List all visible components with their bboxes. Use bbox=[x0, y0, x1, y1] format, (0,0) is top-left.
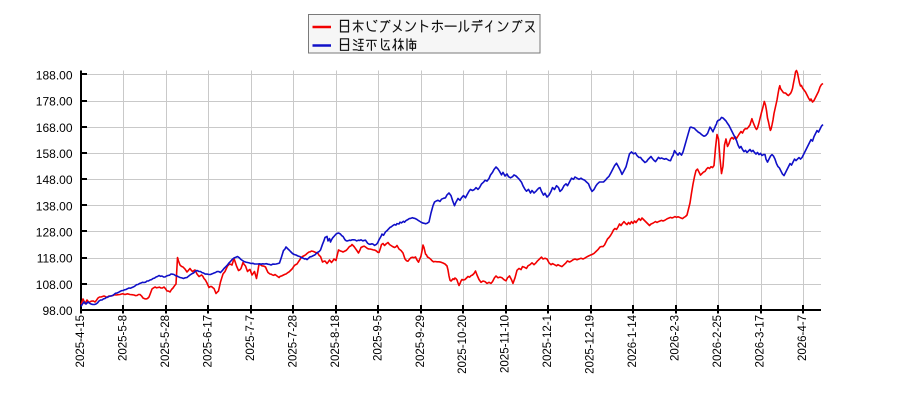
svg-text:2025-9-29: 2025-9-29 bbox=[415, 315, 427, 367]
svg-text:2025-12-19: 2025-12-19 bbox=[585, 315, 597, 374]
svg-text:2025-6-17: 2025-6-17 bbox=[202, 315, 214, 367]
svg-text:108.00: 108.00 bbox=[36, 278, 73, 292]
svg-text:2025-5-28: 2025-5-28 bbox=[160, 315, 172, 367]
svg-text:2026-4-7: 2026-4-7 bbox=[797, 315, 809, 361]
svg-text:138.00: 138.00 bbox=[36, 199, 73, 213]
svg-text:2025-8-18: 2025-8-18 bbox=[330, 315, 342, 367]
svg-text:2025-9-5: 2025-9-5 bbox=[372, 315, 384, 361]
svg-text:2025-4-15: 2025-4-15 bbox=[75, 315, 87, 367]
svg-text:2026-2-25: 2026-2-25 bbox=[712, 315, 724, 367]
svg-text:2025-7-28: 2025-7-28 bbox=[287, 315, 299, 367]
svg-text:2025-5-8: 2025-5-8 bbox=[118, 315, 130, 361]
svg-text:2026-2-3: 2026-2-3 bbox=[670, 315, 682, 361]
svg-text:168.00: 168.00 bbox=[36, 121, 73, 135]
svg-text:158.00: 158.00 bbox=[36, 147, 73, 161]
svg-text:2025-11-10: 2025-11-10 bbox=[500, 315, 512, 373]
svg-text:188.00: 188.00 bbox=[36, 68, 73, 82]
svg-text:2026-3-17: 2026-3-17 bbox=[755, 315, 767, 367]
svg-text:98.00: 98.00 bbox=[42, 304, 72, 318]
svg-text:2025-12-1: 2025-12-1 bbox=[542, 315, 554, 367]
svg-text:118.00: 118.00 bbox=[37, 252, 73, 266]
svg-text:128.00: 128.00 bbox=[36, 226, 73, 240]
svg-text:2025-10-20: 2025-10-20 bbox=[457, 315, 469, 374]
svg-text:2025-7-7: 2025-7-7 bbox=[245, 315, 257, 361]
svg-text:2026-1-14: 2026-1-14 bbox=[627, 314, 639, 367]
svg-text:178.00: 178.00 bbox=[36, 95, 73, 109]
svg-text:148.00: 148.00 bbox=[36, 173, 73, 187]
